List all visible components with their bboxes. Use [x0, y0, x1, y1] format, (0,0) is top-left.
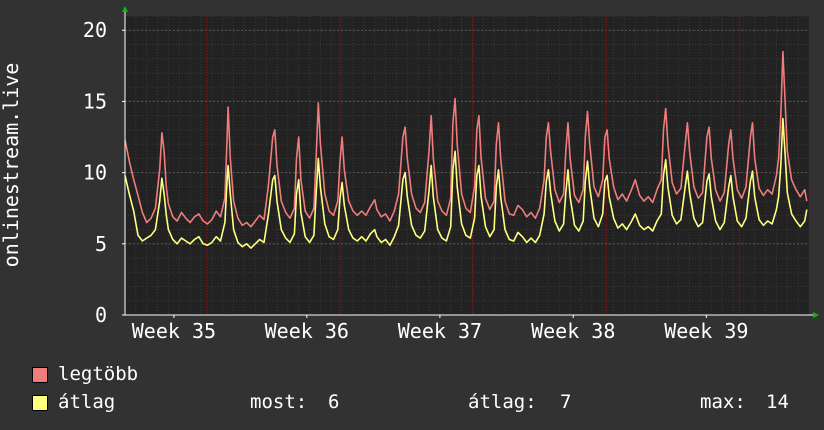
x-tick-label: Week 38: [531, 319, 615, 343]
x-tick-label: Week 36: [265, 319, 349, 343]
y-axis-label: onlinestream.live: [0, 63, 23, 268]
y-tick-label: 10: [83, 161, 107, 185]
series-layer: [124, 50, 808, 249]
y-tick-label: 20: [83, 18, 107, 42]
y-tick-label: 0: [95, 303, 107, 327]
y-axis-arrow: [122, 6, 128, 12]
x-tick-label: Week 37: [398, 319, 482, 343]
y-tick-label: 5: [95, 232, 107, 256]
x-tick-labels: Week 35 Week 36 Week 37 Week 38 Week 39: [132, 315, 748, 343]
y-tick-labels: 0 5 10 15 20: [83, 18, 125, 327]
plot-area: [125, 16, 809, 315]
series-line-max: [124, 50, 808, 228]
series-line-avg: [124, 117, 808, 249]
x-tick-label: Week 39: [664, 319, 748, 343]
y-tick-label: 15: [83, 89, 107, 113]
x-tick-label: Week 35: [132, 319, 216, 343]
x-axis-arrow: [813, 312, 819, 318]
axes: [122, 6, 819, 318]
